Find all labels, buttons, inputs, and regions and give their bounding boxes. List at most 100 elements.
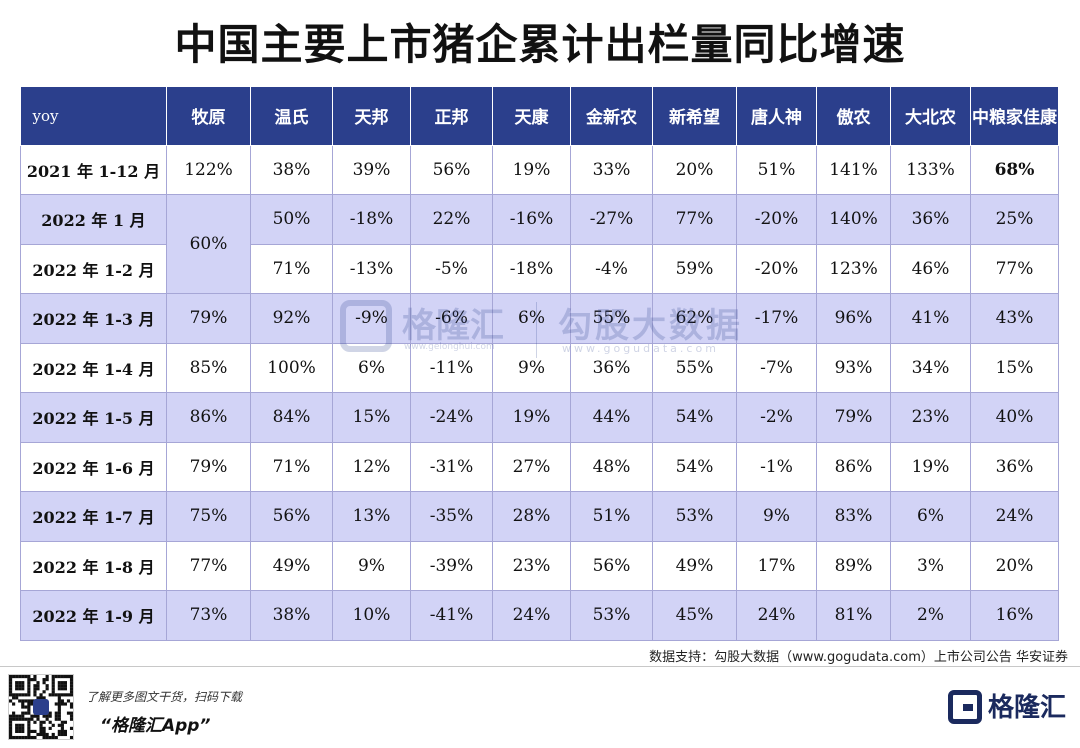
chart-title: 中国主要上市猪企累计出栏量同比增速	[174, 20, 906, 69]
brand-logo: 格隆汇	[948, 686, 1068, 730]
footer-divider	[0, 666, 1080, 667]
table-cell: -5%	[410, 243, 493, 294]
table-cell: 22%	[410, 194, 493, 245]
column-header: 大北农	[890, 87, 971, 146]
table-cell: -31%	[410, 441, 493, 492]
table-cell: -20%	[736, 194, 817, 245]
table-row: 2022 年 1-2 月 71% -13% -5% -18% -4% 59% -20% 123%…	[20, 243, 1059, 294]
brand-name: 格隆汇	[988, 693, 1067, 723]
table-cell: -27%	[570, 194, 653, 245]
table-body: 2021 年 1-12 月 122% 38% 39% 56% 19% 33% 20% 51% 14…	[20, 144, 1059, 641]
table-cell: 23%	[492, 540, 571, 591]
row-period-label: 2022 年 1 月	[20, 194, 167, 245]
table-cell: -24%	[410, 392, 493, 443]
gelonghui-g-icon	[948, 690, 982, 724]
table-cell: 56%	[250, 491, 333, 542]
table-cell: 44%	[570, 392, 653, 443]
merged-cell: 60%	[166, 194, 251, 294]
table-cell: 73%	[166, 590, 251, 641]
table-cell: 83%	[816, 491, 891, 542]
table-cell: 3%	[890, 540, 971, 591]
table-cell: 50%	[250, 194, 333, 245]
table-cell: 93%	[816, 342, 891, 393]
table-cell: 15%	[332, 392, 411, 443]
column-header: 傲农	[816, 87, 891, 146]
table-cell: 89%	[816, 540, 891, 591]
table-cell: -2%	[736, 392, 817, 443]
table-cell: -35%	[410, 491, 493, 542]
table-cell: 54%	[652, 441, 737, 492]
table-header-row: yoy 牧原 温氏 天邦 正邦 天康 金新农 新希望 唐人神 傲农 大北农 中粮家佳康	[20, 87, 1059, 146]
table-cell: 92%	[250, 293, 333, 344]
table-cell: -18%	[492, 243, 571, 294]
row-period-label: 2022 年 1-6 月	[20, 441, 167, 492]
table-cell: 9%	[492, 342, 571, 393]
table-cell: 41%	[890, 293, 971, 344]
promo-app-name: “格隆汇App”	[100, 716, 211, 736]
table-row: 2021 年 1-12 月 122% 38% 39% 56% 19% 33% 20% 51% 14…	[20, 144, 1059, 195]
table-cell: 81%	[816, 590, 891, 641]
table-cell: 38%	[250, 590, 333, 641]
table-row: 2022 年 1 月 60% 50% -18% 22% -16% -27% 77% -20% 14…	[20, 194, 1059, 294]
table-row: 2022 年 1-9 月 73% 38% 10% -41% 24% 53% 45% 24% 81%…	[20, 590, 1059, 641]
table-cell: -4%	[570, 243, 653, 294]
qr-code-icon[interactable]	[8, 674, 74, 740]
table-cell: 55%	[652, 342, 737, 393]
table-row: 2022 年 1-3 月 79% 92% -9% -6% 6% 55% 62% -17% 96% 4…	[20, 293, 1059, 344]
table-cell: 68%	[970, 144, 1059, 195]
table-cell: 49%	[250, 540, 333, 591]
row-period-label: 2022 年 1-5 月	[20, 392, 167, 443]
table-cell: 140%	[816, 194, 891, 245]
table-cell: 6%	[890, 491, 971, 542]
table-cell: 49%	[652, 540, 737, 591]
row-period-label: 2022 年 1-2 月	[20, 243, 167, 294]
table-cell: 27%	[492, 441, 571, 492]
table-cell: 6%	[492, 293, 571, 344]
table-cell: 53%	[652, 491, 737, 542]
column-header: 正邦	[410, 87, 493, 146]
table-row: 2022 年 1-7 月 75% 56% 13% -35% 28% 51% 53% 9% 83% 6…	[20, 491, 1059, 542]
table-cell: 24%	[492, 590, 571, 641]
table-cell: 40%	[970, 392, 1059, 443]
table-cell: 24%	[970, 491, 1059, 542]
table-cell: 20%	[970, 540, 1059, 591]
table-cell: 20%	[652, 144, 737, 195]
table-cell: 100%	[250, 342, 333, 393]
table-cell: 17%	[736, 540, 817, 591]
table-cell: 86%	[816, 441, 891, 492]
table-cell: 36%	[570, 342, 653, 393]
table-cell: 77%	[970, 243, 1059, 294]
table-row: 2022 年 1-8 月 77% 49% 9% -39% 23% 56% 49% 17% 89% 3…	[20, 540, 1059, 591]
table-cell: 43%	[970, 293, 1059, 344]
column-header: 天邦	[332, 87, 411, 146]
column-header: 新希望	[652, 87, 737, 146]
table-cell: 38%	[250, 144, 333, 195]
column-header: 金新农	[570, 87, 653, 146]
table-cell: -17%	[736, 293, 817, 344]
table-cell: -1%	[736, 441, 817, 492]
promo-text: 了解更多图文干货，扫码下载	[86, 690, 243, 704]
table-cell: 16%	[970, 590, 1059, 641]
table-cell: 86%	[166, 392, 251, 443]
table-cell: 59%	[652, 243, 737, 294]
row-period-label: 2022 年 1-9 月	[20, 590, 167, 641]
table-cell: 62%	[652, 293, 737, 344]
table-row: 2022 年 1-5 月 86% 84% 15% -24% 19% 44% 54% -2% 79%…	[20, 392, 1059, 443]
table-cell: 84%	[250, 392, 333, 443]
table-cell: 51%	[570, 491, 653, 542]
table-cell: 36%	[890, 194, 971, 245]
table-cell: 9%	[736, 491, 817, 542]
table-cell: 53%	[570, 590, 653, 641]
table-row: 2022 年 1-6 月 79% 71% 12% -31% 27% 48% 54% -1% 86%…	[20, 441, 1059, 492]
table-cell: -39%	[410, 540, 493, 591]
table-cell: 19%	[890, 441, 971, 492]
table-cell: 9%	[332, 540, 411, 591]
table-cell: -18%	[332, 194, 411, 245]
table-cell: 56%	[410, 144, 493, 195]
table-cell: 25%	[970, 194, 1059, 245]
column-header: 温氏	[250, 87, 333, 146]
table-cell: -41%	[410, 590, 493, 641]
row-period-label: 2022 年 1-7 月	[20, 491, 167, 542]
table-cell: 54%	[652, 392, 737, 443]
table-cell: 10%	[332, 590, 411, 641]
